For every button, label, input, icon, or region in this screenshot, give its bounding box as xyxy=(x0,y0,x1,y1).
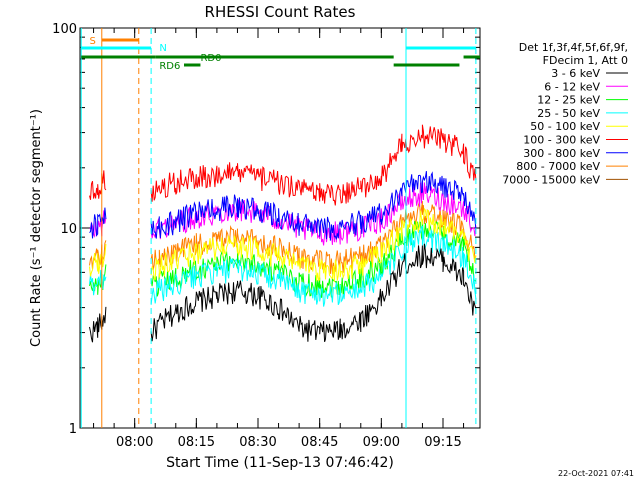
flag-bars: S N RD6 RD0 xyxy=(80,28,480,428)
footer-timestamp: 22-Oct-2021 07:41 xyxy=(558,469,634,478)
legend-entry: 3 - 6 keV xyxy=(551,67,600,80)
x-tick-label: 09:15 xyxy=(424,435,461,450)
series-line xyxy=(89,264,107,295)
series-line xyxy=(89,306,107,343)
legend-entry: 12 - 25 keV xyxy=(537,94,600,107)
flag-label: RD0 xyxy=(200,53,221,64)
flag-label: S xyxy=(89,36,95,47)
x-tick-label: 08:00 xyxy=(116,435,153,450)
data-series xyxy=(89,124,477,343)
series-line xyxy=(89,269,107,296)
series-line xyxy=(150,171,477,241)
series-line xyxy=(89,244,107,277)
legend-entry: 6 - 12 keV xyxy=(544,80,600,93)
x-tick-label: 08:15 xyxy=(178,435,215,450)
flag-label: N xyxy=(159,43,166,54)
x-tick-label: 08:45 xyxy=(301,435,338,450)
legend-entry: 100 - 300 keV xyxy=(523,134,600,147)
chart-title: RHESSI Count Rates xyxy=(205,3,356,21)
y-axis-label: Count Rate (s⁻¹ detector segment⁻¹) xyxy=(29,109,44,347)
y-tick-label: 100 xyxy=(52,22,77,37)
legend-entry: 800 - 7000 keV xyxy=(516,160,600,173)
y-tick-label: 10 xyxy=(60,222,77,237)
legend-entry: 7000 - 15000 keV xyxy=(502,173,600,186)
series-line xyxy=(89,170,107,200)
series-line xyxy=(150,243,477,343)
x-axis-ticks: 08:00 08:15 08:30 08:45 09:00 09:15 xyxy=(93,28,465,450)
series-line xyxy=(150,182,477,246)
legend: Det 1f,3f,4f,5f,6f,9f,FDecim 1, Att 03 -… xyxy=(502,41,628,186)
y-tick-label: 1 xyxy=(69,422,77,437)
series-line xyxy=(89,207,107,239)
legend-entry: 300 - 800 keV xyxy=(523,147,600,160)
x-tick-label: 09:00 xyxy=(363,435,400,450)
legend-entry: 50 - 100 keV xyxy=(530,120,600,133)
legend-header: Det 1f,3f,4f,5f,6f,9f, xyxy=(519,41,628,54)
x-tick-label: 08:30 xyxy=(239,435,276,450)
flag-label: RD6 xyxy=(159,61,180,72)
x-axis-label: Start Time (11-Sep-13 07:46:42) xyxy=(166,455,394,471)
series-line xyxy=(150,225,477,307)
legend-header: FDecim 1, Att 0 xyxy=(543,54,628,67)
plot-frame xyxy=(79,27,481,429)
legend-entry: 25 - 50 keV xyxy=(537,107,600,120)
series-line xyxy=(150,207,477,282)
series-line xyxy=(150,124,477,206)
